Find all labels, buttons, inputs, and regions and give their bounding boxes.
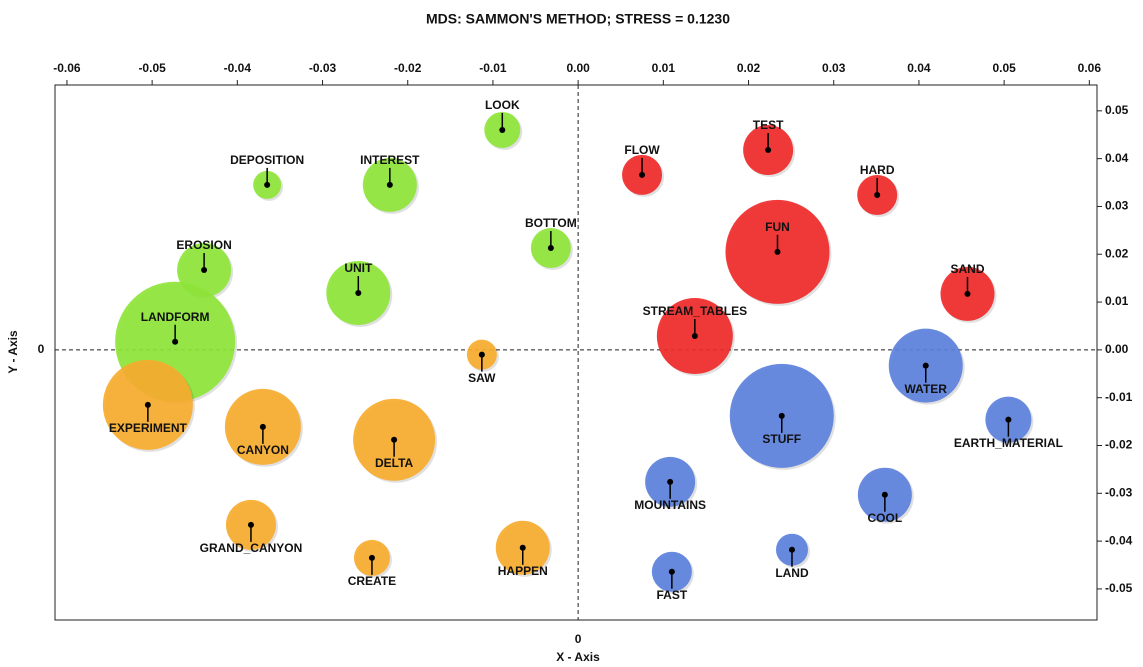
y-tick-label: -0.04: [1105, 533, 1133, 547]
y-tick-label: 0.05: [1105, 103, 1129, 117]
center-dot: [774, 248, 781, 255]
point-label: DELTA: [375, 456, 414, 470]
center-dot: [201, 267, 208, 274]
point-label: SAND: [950, 262, 984, 276]
center-dot: [144, 401, 151, 408]
center-dot: [264, 181, 271, 188]
x-tick-label: 0.03: [822, 61, 846, 75]
point-label: STREAM_TABLES: [643, 304, 747, 318]
point-label: UNIT: [344, 261, 373, 275]
y-tick-label: 0.03: [1105, 199, 1129, 213]
point-label: CANYON: [237, 443, 289, 457]
center-dot: [368, 554, 375, 561]
point-label: BOTTOM: [525, 216, 577, 230]
point-label: SAW: [468, 371, 496, 385]
point-label: EROSION: [176, 238, 231, 252]
point-label: MOUNTAINS: [634, 498, 706, 512]
center-dot: [778, 412, 785, 419]
center-dot: [172, 338, 179, 345]
point-label: STUFF: [762, 432, 801, 446]
y-tick-label: 0.01: [1105, 294, 1129, 308]
point-label: CREATE: [348, 574, 396, 588]
y-tick-label: -0.05: [1105, 581, 1133, 595]
y-tick-label: -0.02: [1105, 438, 1133, 452]
point-label: GRAND_CANYON: [200, 541, 303, 555]
center-dot: [247, 521, 254, 528]
center-dot: [922, 362, 929, 369]
x-tick-label: 0.04: [907, 61, 931, 75]
y-tick-label: 0.02: [1105, 246, 1129, 260]
center-dot: [881, 491, 888, 498]
center-dot: [391, 436, 398, 443]
center-dot: [499, 126, 506, 133]
center-dot: [386, 181, 393, 188]
y-tick-label: 0.00: [1105, 342, 1129, 356]
point-label: LAND: [775, 566, 809, 580]
center-dot: [788, 546, 795, 553]
center-dot: [259, 423, 266, 430]
point-label: INTEREST: [360, 153, 420, 167]
center-dot: [667, 478, 674, 485]
y-tick-label: -0.03: [1105, 485, 1133, 499]
center-dot: [668, 568, 675, 575]
point-label: FAST: [657, 588, 688, 602]
center-dot: [519, 544, 526, 551]
x-tick-label: 0.02: [737, 61, 761, 75]
x-tick-label: 0.05: [992, 61, 1016, 75]
center-dot: [355, 289, 362, 296]
point-label: WATER: [905, 382, 948, 396]
center-dot: [639, 171, 646, 178]
point-label: FLOW: [624, 143, 660, 157]
center-dot: [964, 290, 971, 297]
x-tick-label: -0.03: [309, 61, 337, 75]
y-tick-label: -0.01: [1105, 390, 1133, 404]
point-label: EARTH_MATERIAL: [954, 436, 1063, 450]
x-tick-label: -0.05: [138, 61, 166, 75]
x-tick-label: 0.06: [1078, 61, 1102, 75]
x-tick-label: -0.04: [224, 61, 252, 75]
center-dot: [478, 351, 485, 358]
point-label: FUN: [765, 220, 790, 234]
center-dot: [1005, 416, 1012, 423]
center-dot: [691, 333, 698, 340]
point-label: LANDFORM: [141, 310, 210, 324]
x-tick-label: 0.01: [652, 61, 676, 75]
point-label: EXPERIMENT: [109, 421, 188, 435]
x-tick-label: 0.00: [566, 61, 590, 75]
x-tick-label: -0.01: [479, 61, 507, 75]
x-tick-label: -0.02: [394, 61, 422, 75]
point-label: DEPOSITION: [230, 153, 304, 167]
y-tick-label: 0.04: [1105, 151, 1129, 165]
plot-frame: [54, 84, 1098, 621]
point-label: LOOK: [485, 98, 520, 112]
origin-label-y: 0: [38, 342, 45, 356]
center-dot: [874, 191, 881, 198]
center-dot: [547, 245, 554, 252]
point-label: TEST: [753, 118, 784, 132]
center-dot: [765, 147, 772, 154]
point-label: COOL: [868, 511, 903, 525]
y-axis-label: Y - Axis: [6, 330, 20, 374]
x-axis-label: X - Axis: [556, 650, 600, 664]
origin-label-x: 0: [575, 632, 582, 646]
x-tick-label: -0.06: [53, 61, 81, 75]
point-label: HAPPEN: [498, 564, 548, 578]
chart-title: MDS: SAMMON'S METHOD; STRESS = 0.1230: [426, 11, 730, 27]
point-label: HARD: [860, 163, 895, 177]
